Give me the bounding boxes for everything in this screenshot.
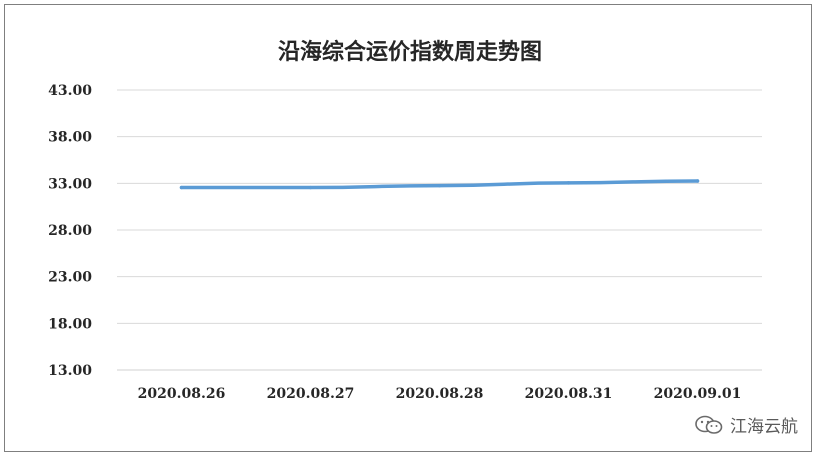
y-tick-label: 18.00 bbox=[48, 316, 92, 332]
x-tick-label: 2020.08.28 bbox=[396, 386, 484, 402]
data-point bbox=[695, 179, 700, 183]
x-tick-label: 2020.09.01 bbox=[654, 386, 742, 402]
y-tick-label: 43.00 bbox=[48, 83, 92, 99]
x-tick-label: 2020.08.31 bbox=[525, 386, 613, 402]
data-point bbox=[566, 181, 571, 185]
y-tick-label: 23.00 bbox=[48, 270, 92, 286]
chart-frame bbox=[4, 4, 812, 452]
watermark-text: 江海云航 bbox=[730, 417, 798, 437]
y-tick-label: 33.00 bbox=[48, 176, 92, 192]
x-tick-label: 2020.08.27 bbox=[267, 386, 355, 402]
chart-title: 沿海综合运价指数周走势图 bbox=[277, 39, 542, 65]
data-point bbox=[437, 183, 442, 188]
watermark: 江海云航 bbox=[694, 412, 798, 437]
y-tick-label: 38.00 bbox=[48, 130, 92, 146]
x-tick-label: 2020.08.26 bbox=[138, 386, 226, 402]
data-point bbox=[308, 185, 313, 190]
data-point bbox=[179, 185, 184, 190]
y-tick-label: 13.00 bbox=[48, 363, 92, 379]
y-tick-label: 28.00 bbox=[48, 223, 92, 239]
wechat-icon bbox=[695, 415, 723, 434]
